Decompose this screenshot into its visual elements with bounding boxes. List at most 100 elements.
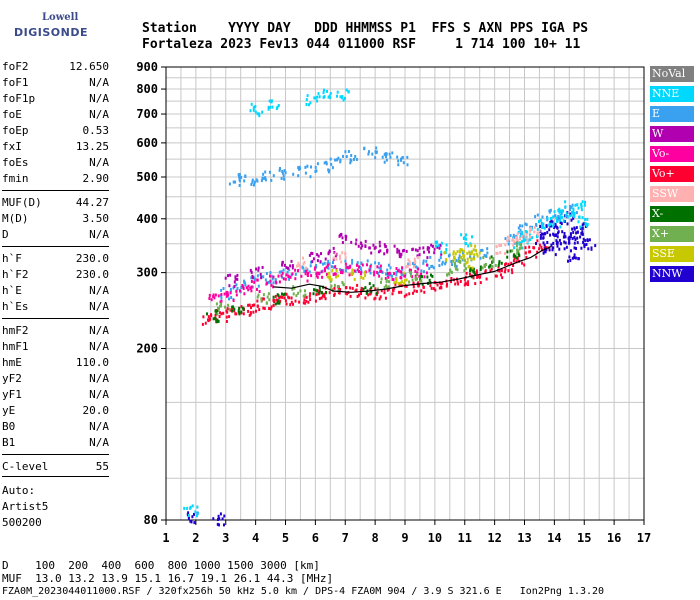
data-point	[373, 273, 376, 277]
data-point	[325, 273, 328, 276]
data-point	[422, 259, 425, 263]
param-value: N/A	[89, 340, 109, 353]
data-point	[325, 162, 328, 166]
param-value: N/A	[89, 372, 109, 385]
data-point	[306, 268, 309, 272]
data-point	[299, 167, 302, 170]
data-point	[456, 250, 459, 253]
data-point	[308, 294, 311, 298]
data-point	[378, 250, 380, 254]
x-tick-label: 15	[577, 531, 591, 545]
data-point	[314, 288, 317, 292]
data-point	[395, 270, 398, 274]
data-point	[581, 216, 584, 220]
param-value: 3.50	[82, 212, 110, 225]
data-point	[258, 114, 261, 118]
data-point	[369, 288, 372, 291]
data-point	[239, 289, 241, 293]
data-point	[393, 272, 396, 276]
data-point	[208, 297, 211, 300]
data-point	[578, 215, 581, 219]
data-point	[214, 313, 217, 317]
data-point	[229, 289, 232, 293]
data-point	[282, 293, 285, 297]
data-point	[302, 262, 305, 266]
data-point	[416, 277, 418, 281]
data-point	[420, 269, 423, 273]
data-point	[552, 246, 555, 250]
data-point	[318, 95, 321, 99]
data-point	[370, 290, 373, 294]
param-value: 55	[95, 460, 109, 473]
data-point	[374, 296, 377, 300]
data-point	[250, 270, 253, 274]
data-point	[251, 285, 254, 289]
data-point	[305, 103, 308, 106]
data-point	[252, 310, 255, 314]
data-point	[201, 322, 204, 326]
data-point	[364, 286, 367, 290]
data-point	[223, 292, 226, 296]
data-point	[524, 222, 527, 226]
data-point	[384, 277, 387, 280]
data-point	[399, 281, 402, 285]
data-point	[397, 269, 399, 273]
data-point	[539, 225, 542, 228]
data-point	[403, 248, 405, 252]
data-point	[231, 309, 234, 313]
data-point	[469, 267, 472, 271]
data-point	[428, 267, 431, 270]
data-point	[416, 271, 419, 275]
data-point	[333, 283, 336, 287]
data-point	[366, 259, 369, 263]
data-point	[310, 251, 313, 255]
data-point	[542, 251, 545, 255]
data-point	[360, 246, 363, 250]
data-point	[258, 308, 261, 312]
data-point	[580, 205, 583, 209]
data-point	[515, 260, 518, 264]
data-point	[446, 273, 449, 277]
param-row: foEp 0.53	[2, 124, 109, 140]
data-point	[378, 266, 381, 270]
data-point	[513, 240, 516, 244]
data-point	[341, 271, 344, 275]
data-point	[538, 247, 541, 251]
data-point	[500, 269, 503, 272]
data-point	[321, 275, 324, 279]
data-point	[249, 268, 252, 272]
data-point	[389, 155, 392, 159]
data-point	[550, 216, 552, 220]
data-point	[486, 251, 489, 255]
data-point	[404, 272, 407, 276]
data-point	[284, 292, 287, 296]
data-point	[195, 514, 198, 518]
data-point	[250, 276, 253, 280]
data-point	[506, 255, 509, 259]
data-point	[314, 299, 317, 303]
data-point	[541, 248, 543, 252]
data-point	[223, 514, 226, 518]
data-point	[331, 166, 334, 170]
data-point	[397, 159, 400, 163]
data-point	[234, 312, 237, 316]
data-point	[476, 254, 479, 258]
data-point	[408, 260, 411, 264]
data-point	[550, 243, 553, 247]
data-point	[428, 246, 431, 250]
data-point	[460, 256, 463, 260]
data-point	[481, 266, 484, 270]
param-name: hmE	[2, 356, 22, 369]
data-point	[525, 233, 528, 237]
data-point	[580, 208, 583, 212]
data-point	[339, 233, 342, 237]
data-point	[536, 227, 539, 231]
data-point	[289, 275, 292, 279]
data-point	[488, 265, 491, 269]
data-point	[341, 251, 344, 255]
param-value: N/A	[89, 156, 109, 169]
data-point	[572, 216, 575, 220]
data-point	[349, 294, 352, 298]
data-point	[403, 294, 406, 298]
data-point	[272, 285, 275, 289]
